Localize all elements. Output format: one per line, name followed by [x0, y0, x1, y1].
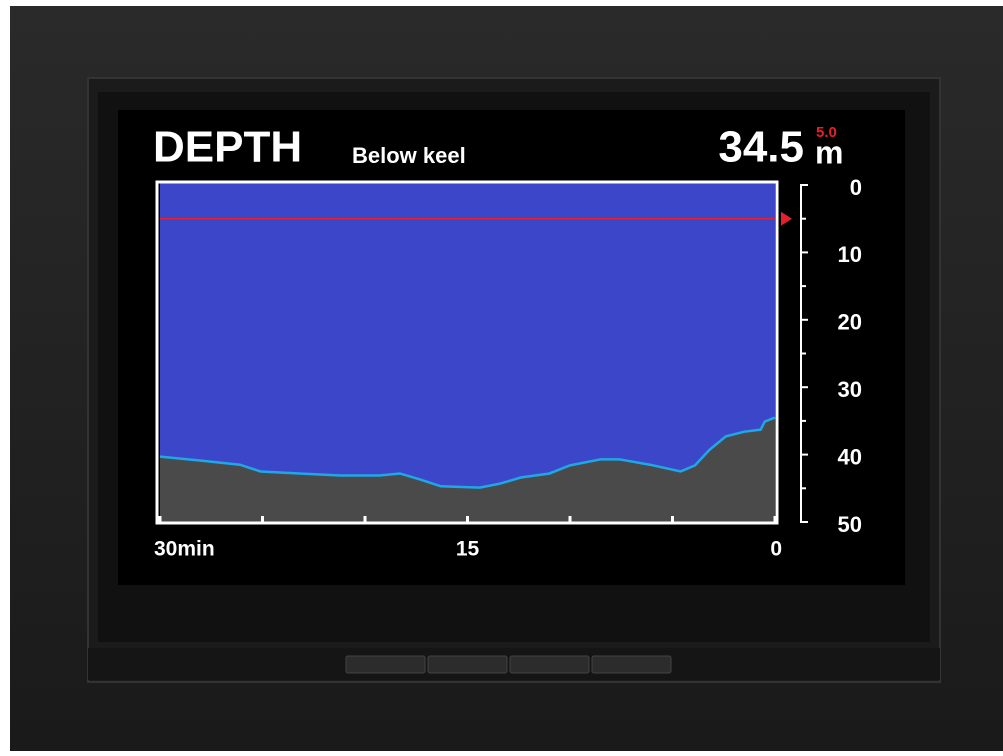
current-depth: 34.5	[718, 123, 804, 172]
alarm-label: 5.0	[816, 124, 837, 141]
y-tick-label: 10	[838, 242, 862, 267]
water	[160, 183, 775, 522]
x-tick-label: 30min	[154, 538, 215, 561]
unit: m	[815, 134, 843, 170]
y-tick-label: 40	[838, 444, 862, 469]
soft-button[interactable]	[509, 655, 590, 674]
soft-button[interactable]	[427, 655, 508, 674]
alarm-marker	[781, 211, 792, 226]
y-tick-label: 30	[838, 377, 862, 402]
plot-frame	[155, 180, 779, 525]
title: DEPTH	[153, 123, 302, 172]
seabed	[160, 417, 775, 522]
depth-line	[159, 416, 776, 489]
subtitle: Below keel	[352, 143, 466, 168]
y-tick-label: 20	[838, 310, 862, 335]
x-tick-label: 15	[456, 538, 480, 561]
y-tick-label: 50	[838, 512, 862, 537]
soft-button[interactable]	[591, 655, 672, 674]
soft-button[interactable]	[345, 655, 426, 674]
x-tick-label: 0	[770, 538, 782, 561]
y-tick-label: 0	[850, 175, 862, 200]
